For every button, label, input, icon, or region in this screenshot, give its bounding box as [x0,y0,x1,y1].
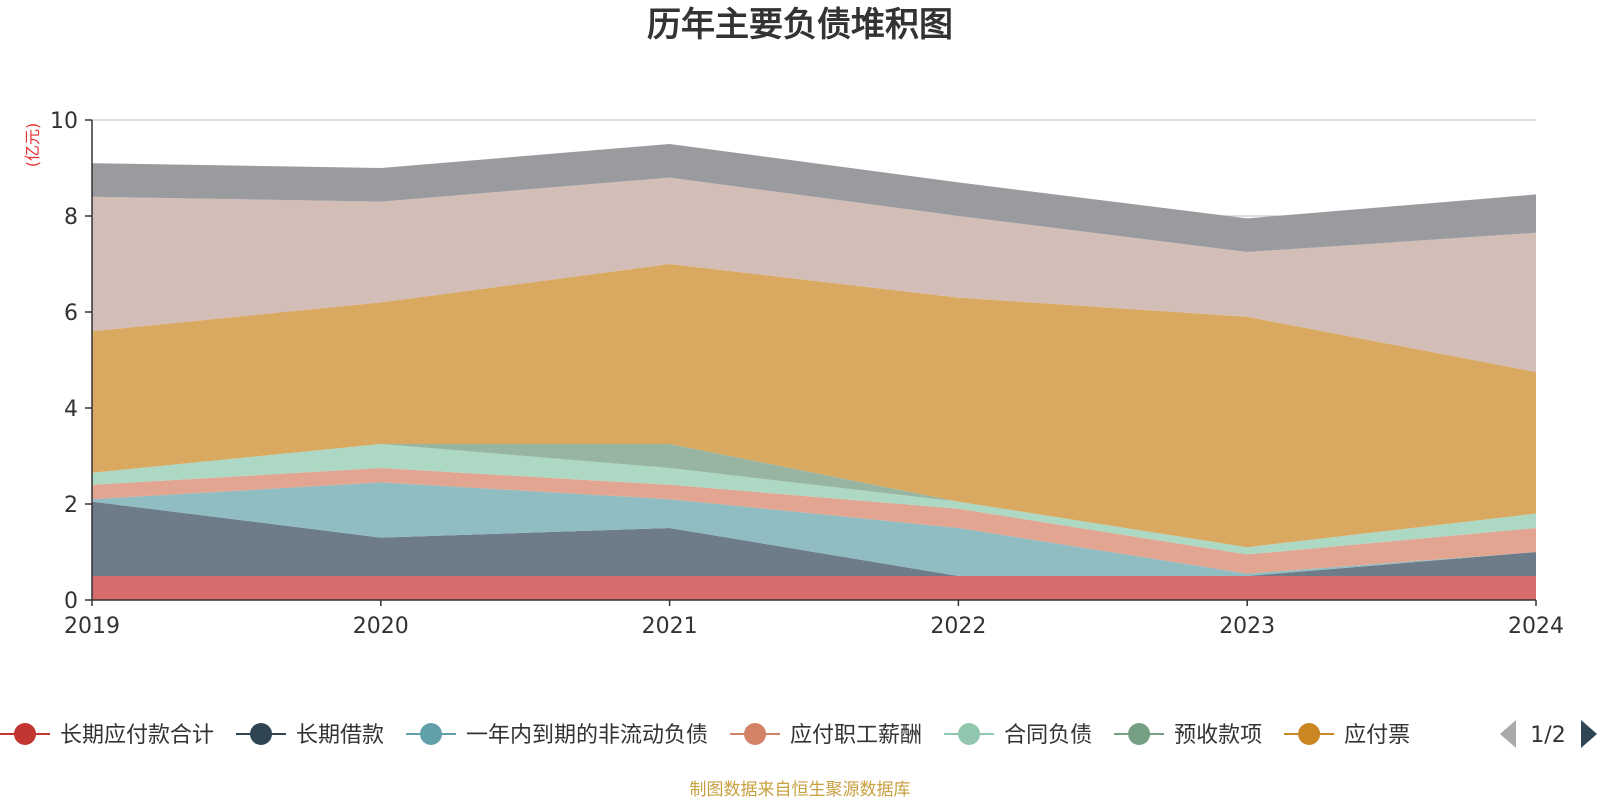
x-tick-label: 2023 [1219,614,1275,639]
area-series-8 [92,144,1536,252]
legend-marker-icon [1298,723,1321,745]
legend-item[interactable]: 长期借款 [236,723,384,748]
y-tick-label: 4 [64,397,78,422]
legend-label: 预收款项 [1174,723,1262,748]
x-tick-label: 2022 [930,614,986,639]
legend-page-indicator: 1/2 [1530,723,1565,748]
legend-marker-icon [1128,723,1151,745]
legend-marker-icon [744,723,767,745]
legend-item[interactable]: 合同负债 [944,723,1092,748]
y-tick-label: 0 [64,589,78,614]
y-tick-label: 2 [64,493,78,518]
area-series-6 [92,264,1536,548]
area-series-2 [92,482,1536,576]
y-tick-labels: 0 2 4 6 8 10 [50,109,78,614]
legend-marker-icon [958,723,981,745]
legend-marker-icon [250,723,273,745]
area-series-0 [92,576,1536,600]
legend-pager: 1/2 [1500,720,1597,748]
y-tick-label: 10 [50,109,78,134]
stacked-areas [92,144,1536,600]
legend-label: 应付职工薪酬 [790,723,922,748]
legend-prev-page-icon[interactable] [1500,720,1516,748]
area-series-1 [92,501,1536,576]
axes [85,119,1537,606]
legend-label: 长期借款 [296,723,384,748]
x-tick-label: 2020 [353,614,409,639]
legend-marker-icon [14,723,36,745]
y-tick-label: 8 [64,205,78,230]
legend-item[interactable]: 应付票 [1284,723,1410,748]
legend: 长期应付款合计 长期借款 一年内到期的非流动负债 应付职工薪酬 合同负债 预收款项 应付票 [0,723,1410,748]
x-tick-label: 2024 [1508,614,1564,639]
x-tick-labels: 2019 2020 2021 2022 2023 2024 [64,614,1564,639]
y-axis-unit-label: (亿元) [23,123,42,168]
area-series-3 [92,468,1536,574]
area-series-4 [92,444,1536,555]
x-tick-label: 2021 [642,614,698,639]
legend-item[interactable]: 应付职工薪酬 [730,723,922,748]
legend-label: 一年内到期的非流动负债 [466,723,708,748]
chart-title: 历年主要负债堆积图 [647,5,953,45]
legend-label: 应付票 [1344,723,1410,748]
y-tick-label: 6 [64,301,78,326]
legend-item[interactable]: 预收款项 [1114,723,1262,748]
legend-marker-icon [420,723,443,745]
x-tick-label: 2019 [64,614,120,639]
legend-item[interactable]: 长期应付款合计 [0,723,214,748]
legend-next-page-icon[interactable] [1581,720,1597,748]
data-source-note: 制图数据来自恒生聚源数据库 [690,780,911,800]
area-series-7 [92,177,1536,372]
legend-label: 合同负债 [1004,723,1092,748]
legend-item[interactable]: 一年内到期的非流动负债 [406,723,708,748]
legend-label: 长期应付款合计 [60,723,214,748]
